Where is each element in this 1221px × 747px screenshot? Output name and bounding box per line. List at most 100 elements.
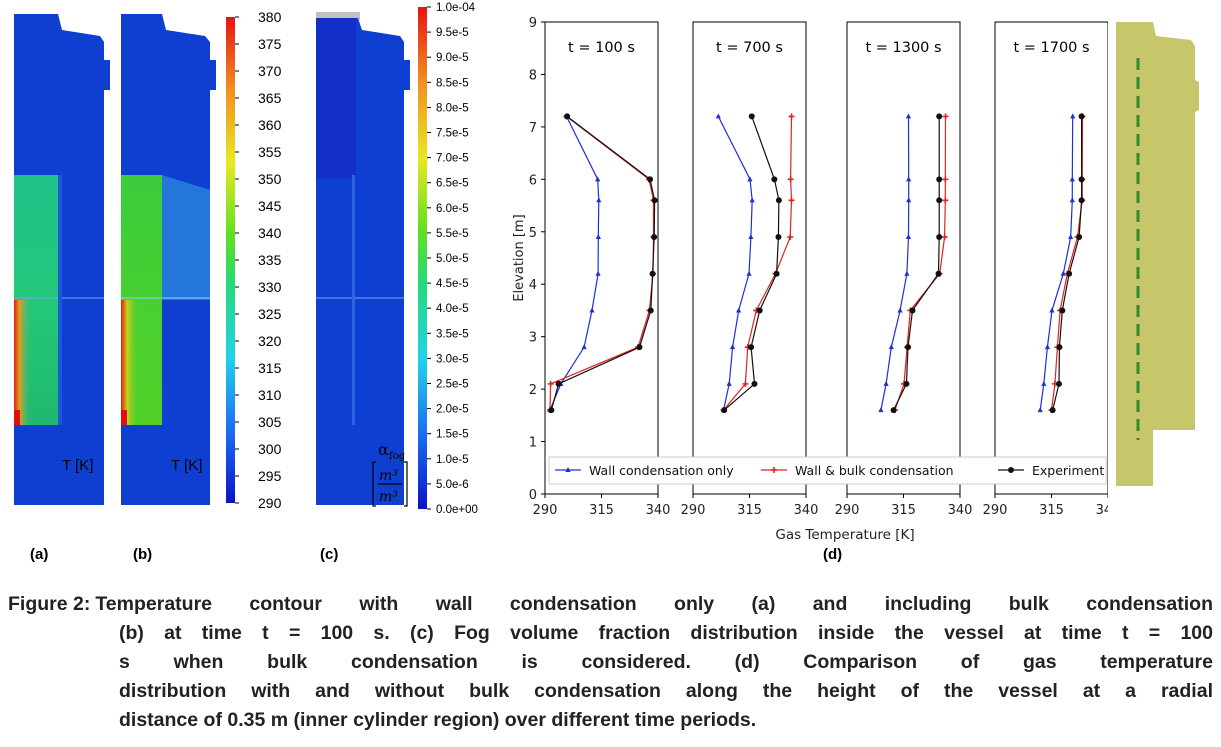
- series-line: [723, 116, 793, 411]
- panel-label-a: (a): [30, 546, 49, 563]
- data-point: [726, 380, 732, 386]
- y-tick-label: 9: [529, 16, 537, 31]
- data-point: [942, 113, 949, 120]
- series-line: [549, 116, 600, 411]
- data-point: [748, 344, 755, 351]
- legend-box: [548, 456, 1107, 485]
- data-point: [909, 307, 916, 314]
- data-point: [1069, 197, 1075, 203]
- fog-tick-label: 2.0e-5: [436, 404, 469, 416]
- fog-tick-label: 2.5e-5: [436, 379, 469, 391]
- data-point: [715, 113, 721, 119]
- series-line: [549, 115, 655, 411]
- fog-tick-label: 7.0e-5: [436, 153, 469, 165]
- fog-tick-label: 9.5e-5: [436, 27, 469, 39]
- x-tick-label: 290: [681, 503, 706, 518]
- subplot-title: t = 1700 s: [1013, 40, 1089, 56]
- data-point: [897, 307, 903, 313]
- vessel-side-view: [1116, 22, 1199, 486]
- data-point: [1069, 176, 1075, 182]
- temperature-tick-label: 310: [258, 387, 282, 403]
- fog-tick-label: 5.5e-5: [436, 228, 469, 240]
- y-tick-label: 8: [529, 68, 537, 83]
- fog-tick-label: 1.5e-5: [436, 429, 469, 441]
- data-point: [747, 176, 753, 182]
- data-point: [547, 380, 554, 387]
- subplot-title: t = 100 s: [568, 40, 635, 56]
- fog-tick-label: 0.0e+00: [436, 504, 478, 516]
- data-point: [1059, 307, 1066, 314]
- fraction-numerator: m³: [379, 468, 398, 484]
- y-tick-label: 4: [529, 278, 537, 293]
- subplot-frame: [544, 21, 659, 495]
- data-point: [1049, 407, 1056, 414]
- temperature-tick-label: 315: [258, 360, 282, 376]
- data-point: [903, 380, 910, 387]
- caption-line-2: (b) at time t = 100 s. (c) Fog volume fr…: [119, 622, 1213, 644]
- temperature-tick-label: 340: [258, 225, 282, 241]
- fog-tick-label: 1.0e-5: [436, 454, 469, 466]
- y-tick-label: 2: [529, 383, 537, 398]
- temperature-colorbar-ticks: 380 375 370 365 360 355 350 345 340 335 330 325 320 3…: [235, 9, 282, 511]
- subplot-frame: [994, 21, 1108, 495]
- x-axis-label: Gas Temperature [K]: [775, 527, 914, 543]
- fraction-denominator: m³: [379, 489, 398, 505]
- data-point: [636, 344, 643, 351]
- data-point: [756, 307, 763, 314]
- contour-b-vessel: [121, 14, 216, 505]
- data-point: [748, 234, 754, 240]
- data-point: [647, 176, 654, 183]
- fog-tick-label: 3.5e-5: [436, 328, 469, 340]
- temperature-tick-label: 360: [258, 117, 282, 133]
- panel-label-d: (d): [823, 546, 843, 563]
- data-point: [905, 344, 912, 351]
- series-line: [550, 115, 656, 411]
- x-tick-label: 340: [794, 503, 819, 518]
- caption-line-1-text: Temperature contour with wall condensati…: [95, 593, 1213, 615]
- data-point: [904, 270, 910, 276]
- data-point: [748, 113, 755, 120]
- temperature-tick-label: 355: [258, 144, 282, 160]
- data-point: [589, 307, 595, 313]
- fog-tick-label: 6.0e-5: [436, 203, 469, 215]
- fog-tick-label: 8.5e-5: [436, 77, 469, 89]
- series-line: [1052, 116, 1083, 411]
- data-point: [751, 380, 758, 387]
- legend-label: Experiment: [1032, 463, 1104, 478]
- data-point: [596, 197, 602, 203]
- legend-swatch-marker: [1008, 467, 1014, 473]
- data-point: [1078, 176, 1085, 183]
- y-tick-label: 7: [529, 121, 537, 136]
- data-point: [936, 113, 943, 120]
- fog-tick-label: 4.5e-5: [436, 278, 469, 290]
- temperature-tick-label: 290: [258, 495, 282, 511]
- data-point: [1055, 380, 1062, 387]
- temperature-colorbar: [226, 17, 235, 503]
- temperature-tick-label: 325: [258, 306, 282, 322]
- y-tick-label: 0: [529, 488, 537, 503]
- fog-tick-label: 4.0e-5: [436, 303, 469, 315]
- x-tick-label: 340: [948, 503, 973, 518]
- data-point: [651, 234, 658, 241]
- y-axis-label: Elevation [m]: [512, 214, 527, 301]
- figure-caption: Figure 2: Temperature contour with wall …: [8, 590, 1213, 735]
- x-tick-label: 315: [589, 503, 614, 518]
- y-tick-label: 1: [529, 436, 537, 451]
- data-point: [1044, 344, 1051, 350]
- contour-c-vessel: [316, 12, 410, 505]
- temperature-tick-label: 330: [258, 279, 282, 295]
- contour-panels: 380 375 370 365 360 355 350 345 340 335 330 325 320 3…: [14, 2, 478, 516]
- data-point: [905, 113, 912, 119]
- data-point: [787, 234, 794, 241]
- temperature-tick-label: 345: [258, 198, 282, 214]
- gas-temperature-chart: 0 1 2 3 4 5 6 7 8 9 Elevation [m] t = 100 s 290 315 34…: [512, 16, 1108, 543]
- data-point: [1037, 407, 1043, 413]
- chart-legend: Wall condensation only Wall & bulk conden…: [548, 456, 1107, 485]
- temperature-tick-label: 375: [258, 36, 282, 52]
- x-tick-label: 315: [891, 503, 916, 518]
- data-point: [890, 407, 897, 414]
- data-point: [647, 307, 654, 314]
- legend-label: Wall & bulk condensation: [795, 463, 954, 478]
- temperature-tick-label: 300: [258, 441, 282, 457]
- figure-area: 380 375 370 365 360 355 350 345 340 335 330 325 320 3…: [14, 2, 1199, 563]
